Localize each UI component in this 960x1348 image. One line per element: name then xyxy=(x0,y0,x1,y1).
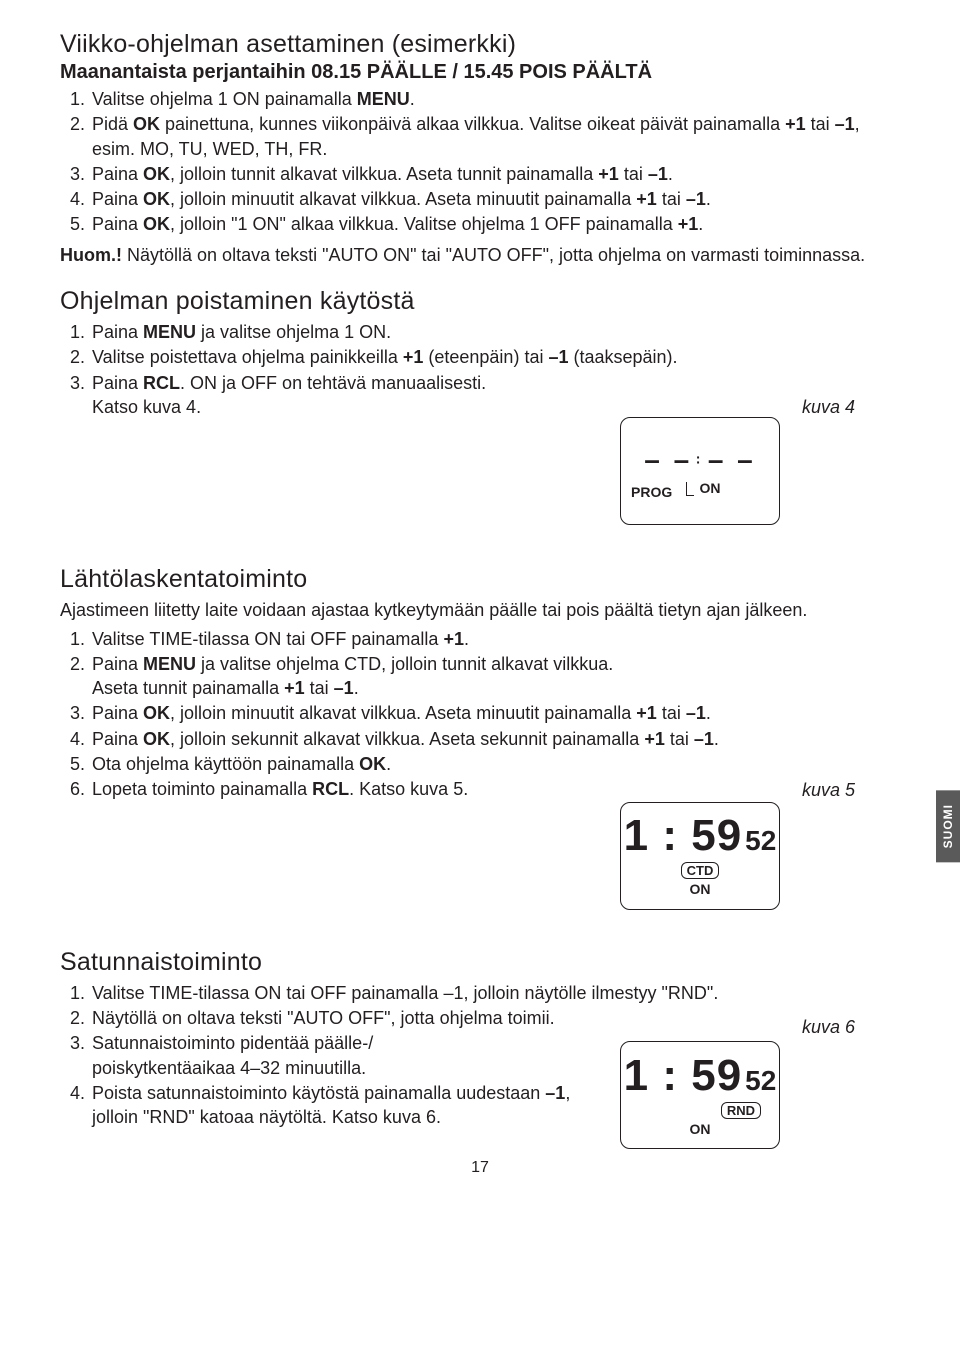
section-random: Satunnaistoiminto Valitse TIME-tilassa O… xyxy=(60,948,900,1130)
on-label: ON xyxy=(690,1121,711,1137)
list-item: Paina OK, jolloin "1 ON" alkaa vilkkua. … xyxy=(90,212,900,236)
list-item: Pidä OK painettuna, kunnes viikonpäivä a… xyxy=(90,112,900,161)
lcd-fig6: 1 : 59 52 RND ON xyxy=(620,1041,780,1149)
list-item: Paina MENU ja valitse ohjelma CTD, jollo… xyxy=(90,652,900,701)
lcd-row: CTD xyxy=(681,862,720,879)
figure-5-area: kuva 5 1 : 59 52 CTD ON xyxy=(60,808,900,928)
section-countdown: Lähtölaskentatoiminto Ajastimeen liitett… xyxy=(60,565,900,927)
lcd-fig5: 1 : 59 52 CTD ON xyxy=(620,802,780,910)
lcd-row: RND xyxy=(621,1102,779,1119)
time-digits: 1 : 59 xyxy=(624,814,743,858)
list-item: Valitse TIME-tilassa ON tai OFF painamal… xyxy=(90,981,900,1005)
section-disable: Ohjelman poistaminen käytöstä Paina MENU… xyxy=(60,287,900,545)
heading-weekprogram: Viikko-ohjelman asettaminen (esimerkki) xyxy=(60,30,900,59)
on-label: ON xyxy=(690,881,711,897)
fig5-label: kuva 5 xyxy=(802,780,855,801)
subheading-weekprogram: Maanantaista perjantaihin 08.15 PÄÄLLE /… xyxy=(60,61,900,84)
list-item: Valitse ohjelma 1 ON painamalla MENU. xyxy=(90,87,900,111)
heading-random: Satunnaistoiminto xyxy=(60,948,900,977)
time-digits: 1 : 59 xyxy=(624,1054,743,1098)
list-countdown: Valitse TIME-tilassa ON tai OFF painamal… xyxy=(60,627,900,802)
heading-countdown: Lähtölaskentatoiminto xyxy=(60,565,900,594)
list-item: Paina RCL. ON ja OFF on tehtävä manuaali… xyxy=(90,371,900,420)
lcd-fig4: – – ·· – – PROG ON xyxy=(620,417,780,525)
list-item: Lopeta toiminto painamalla RCL. Katso ku… xyxy=(90,777,900,801)
rnd-tag: RND xyxy=(721,1102,761,1119)
list-item: Valitse TIME-tilassa ON tai OFF painamal… xyxy=(90,627,900,651)
lcd-time: 1 : 59 52 xyxy=(624,814,777,858)
seg-one-icon xyxy=(686,482,694,496)
ctd-tag: CTD xyxy=(681,862,720,879)
sec-digits: 52 xyxy=(745,1067,776,1095)
note-weekprogram: Huom.! Näytöllä on oltava teksti "AUTO O… xyxy=(60,243,900,267)
side-tab: SUOMI xyxy=(936,790,960,862)
sec-digits: 52 xyxy=(745,827,776,855)
fig4-label: kuva 4 xyxy=(802,397,855,418)
list-item: Paina MENU ja valitse ohjelma 1 ON. xyxy=(90,320,900,344)
list-disable: Paina MENU ja valitse ohjelma 1 ON. Vali… xyxy=(60,320,900,419)
prog-label: PROG xyxy=(631,484,672,500)
lcd-dashes: – – ·· – – xyxy=(644,446,756,474)
fig6-label: kuva 6 xyxy=(802,1017,855,1038)
heading-disable: Ohjelman poistaminen käytöstä xyxy=(60,287,900,316)
list-item: Paina OK, jolloin minuutit alkavat vilkk… xyxy=(90,187,900,211)
list-item: Valitse poistettava ohjelma painikkeilla… xyxy=(90,345,900,369)
lcd-time: 1 : 59 52 xyxy=(624,1054,777,1098)
list-item: Paina OK, jolloin minuutit alkavat vilkk… xyxy=(90,701,900,725)
list-item: Paina OK, jolloin tunnit alkavat vilkkua… xyxy=(90,162,900,186)
section-weekprogram: Viikko-ohjelman asettaminen (esimerkki) … xyxy=(60,30,900,267)
list-item: Ota ohjelma käyttöön painamalla OK. xyxy=(90,752,900,776)
on-label: ON xyxy=(700,480,721,496)
list-weekprogram: Valitse ohjelma 1 ON painamalla MENU. Pi… xyxy=(60,87,900,237)
list-item: Paina OK, jolloin sekunnit alkavat vilkk… xyxy=(90,727,900,751)
list-item: Näytöllä on oltava teksti "AUTO OFF", jo… xyxy=(90,1006,900,1030)
figure-4-area: kuva 4 – – ·· – – PROG ON xyxy=(60,425,900,545)
intro-countdown: Ajastimeen liitetty laite voidaan ajasta… xyxy=(60,598,900,622)
page-number: 17 xyxy=(60,1159,900,1177)
